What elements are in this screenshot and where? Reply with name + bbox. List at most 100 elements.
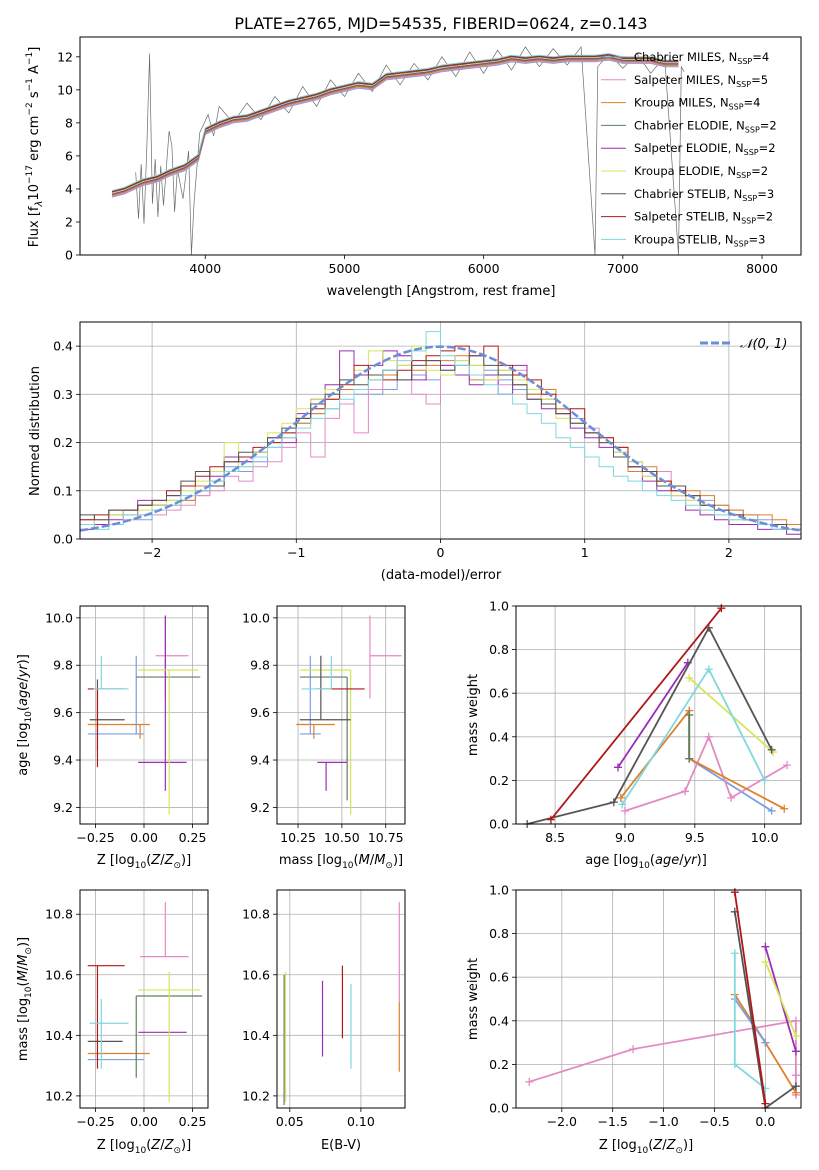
- residual-ylabel: Normed distribution: [28, 366, 43, 496]
- spectrum-xlabel: wavelength [Angstrom, rest frame]: [327, 284, 556, 299]
- x-tick-label: −1.5: [598, 1114, 628, 1129]
- residual-series: [80, 331, 801, 535]
- y-tick-label: 9.8: [53, 658, 73, 673]
- axes-frame: [276, 605, 406, 825]
- mass-weight-marker-salpeter_miles: [704, 732, 713, 741]
- x-tick-label: 9.5: [685, 830, 705, 845]
- y-tick-label: 0.4: [489, 1013, 509, 1028]
- x-tick-label: 0.00: [130, 1114, 158, 1129]
- mass-weight-marker-salpeter_elodie: [761, 942, 770, 951]
- observed-spectrum-line: [135, 45, 685, 255]
- x-tick-label: 10.75: [368, 830, 404, 845]
- y-tick-label: 4: [65, 181, 73, 196]
- y-tick-label: 0.6: [489, 970, 509, 985]
- mass-vs-Z-panel: −0.25 0.00 0.25 10.2 10.4 10.6 10.8 Z [log10(Z…: [16, 889, 209, 1156]
- massweight-vs-age-panel: 8.5 9.0 9.5 10.0 0.0 0.2 0.4 0.6 0.8 1.0 age [log…: [466, 599, 802, 871]
- x-tick-label: 1: [581, 545, 589, 560]
- x-tick-label: 10.50: [324, 830, 360, 845]
- y-tick-label: 1.0: [489, 599, 509, 614]
- legend-label-salpeter_stelib: Salpeter STELIB, NSSP=2: [634, 210, 773, 226]
- age-vs-mass-panel: 10.25 10.50 10.75 9.2 9.4 9.6 9.8 10.0 mass [lo…: [242, 605, 406, 871]
- mass-weight-line-chabrier_stelib: [526, 625, 773, 825]
- mass-weight-marker-chabrier_miles: [767, 806, 776, 815]
- y-tick-label: 0: [65, 248, 73, 263]
- mass-weight-marker-salpeter_miles: [525, 1077, 534, 1086]
- y-tick-label: 10.8: [45, 907, 73, 922]
- mass-weight-marker-kroupa_miles: [780, 804, 789, 813]
- mass-vs-EBV-panel: 0.05 0.10 10.2 10.4 10.6 10.8 E(B-V): [242, 889, 406, 1153]
- axes-frame: [79, 36, 802, 256]
- mass-weight-marker-kroupa_stelib: [730, 1060, 739, 1069]
- legend-label-salpeter_elodie: Salpeter ELODIE, NSSP=2: [634, 141, 776, 157]
- x-tick-label: 0.25: [179, 830, 207, 845]
- y-tick-label: 2: [65, 214, 73, 229]
- model-spectrum-kroupa_stelib: [111, 52, 679, 192]
- mass-weight-marker-salpeter_stelib: [546, 815, 555, 824]
- x-tick-label: 0.05: [276, 1114, 304, 1129]
- y-tick-label: 10.6: [45, 967, 73, 982]
- ageZ-ylabel: age [log10(age/yr)]: [16, 654, 34, 776]
- gaussian-legend: 𝒩(0, 1): [700, 337, 787, 352]
- mass-weight-marker-chabrier_miles: [761, 1038, 770, 1047]
- y-tick-label: 0.2: [489, 1057, 509, 1072]
- y-tick-label: 9.2: [53, 800, 73, 815]
- gaussian-curve: [80, 345, 801, 532]
- y-tick-label: 9.8: [250, 658, 270, 673]
- y-tick-label: 0.2: [53, 435, 73, 450]
- spectrum-ylabel: Flux [fλ10−17 erg cm−2 s−1 A−1]: [25, 47, 45, 248]
- mwZ-xlabel: Z [log10(Z/Z⊙)]: [599, 1138, 693, 1156]
- y-tick-label: 0.8: [489, 926, 509, 941]
- model-spectrum-salpeter_miles: [111, 58, 679, 197]
- x-tick-label: 0.25: [179, 1114, 207, 1129]
- spectrum-lines: [111, 45, 685, 255]
- y-tick-label: 0.3: [53, 387, 73, 402]
- x-tick-label: −0.25: [76, 830, 114, 845]
- mwZ-ylabel: mass weight: [466, 958, 481, 1040]
- residual-hist-kroupa_stelib: [80, 331, 801, 530]
- y-tick-label: 9.6: [250, 705, 270, 720]
- mass-weight-marker-salpeter_miles: [783, 761, 792, 770]
- mass-weight-marker-salpeter_miles: [727, 793, 736, 802]
- axes-frame: [79, 321, 802, 540]
- legend-label-chabrier_miles: Chabrier MILES, NSSP=4: [634, 50, 769, 66]
- mass-weight-line-salpeter_stelib: [733, 892, 767, 1104]
- mass-weight-marker-kroupa_miles: [616, 793, 625, 802]
- mwAge-ylabel: mass weight: [466, 674, 481, 756]
- y-tick-label: 0.0: [53, 532, 73, 547]
- mass-weight-marker-chabrier_stelib: [791, 1082, 800, 1091]
- mass-weight-marker-chabrier_elodie: [685, 754, 694, 763]
- x-tick-label: 6000: [468, 261, 500, 276]
- mass-weight-marker-kroupa_stelib: [618, 800, 627, 809]
- y-tick-label: 10.8: [242, 907, 270, 922]
- y-tick-label: 0.0: [489, 817, 509, 832]
- mass-weight-marker-salpeter_miles: [629, 1045, 638, 1054]
- mass-weight-line-salpeter_elodie: [617, 662, 689, 768]
- y-tick-label: 10.4: [45, 1028, 73, 1043]
- mass-weight-line-kroupa_elodie: [764, 961, 797, 1037]
- axes-frame: [515, 605, 802, 825]
- y-tick-label: 0.4: [489, 729, 509, 744]
- legend-label-kroupa_elodie: Kroupa ELODIE, NSSP=2: [634, 164, 768, 180]
- gaussian-legend-label: 𝒩(0, 1): [740, 337, 787, 352]
- legend-label-salpeter_miles: Salpeter MILES, NSSP=5: [634, 73, 768, 89]
- y-tick-label: 8: [65, 115, 73, 130]
- x-tick-label: 9.0: [615, 830, 635, 845]
- mass-weight-marker-kroupa_stelib: [760, 776, 769, 785]
- mass-weight-marker-salpeter_stelib: [761, 1099, 770, 1108]
- axes-frame: [79, 605, 209, 825]
- ageZ-xlabel: Z [log10(Z/Z⊙)]: [97, 853, 191, 871]
- y-tick-label: 0.2: [489, 773, 509, 788]
- mass-weight-marker-kroupa_elodie: [791, 1032, 800, 1041]
- x-tick-label: 10.25: [280, 830, 316, 845]
- x-tick-label: 10.0: [751, 830, 779, 845]
- y-tick-label: 0.8: [489, 642, 509, 657]
- y-tick-label: 10.4: [242, 1028, 270, 1043]
- axes-frame: [276, 889, 406, 1109]
- mass-weight-marker-salpeter_stelib: [730, 888, 739, 897]
- y-tick-label: 0.4: [53, 339, 73, 354]
- massZ-ylabel: mass [log10(M/M⊙)]: [16, 937, 34, 1061]
- mass-weight-marker-kroupa_elodie: [761, 957, 770, 966]
- x-tick-label: −2: [143, 545, 161, 560]
- x-tick-label: 0.0: [755, 1114, 775, 1129]
